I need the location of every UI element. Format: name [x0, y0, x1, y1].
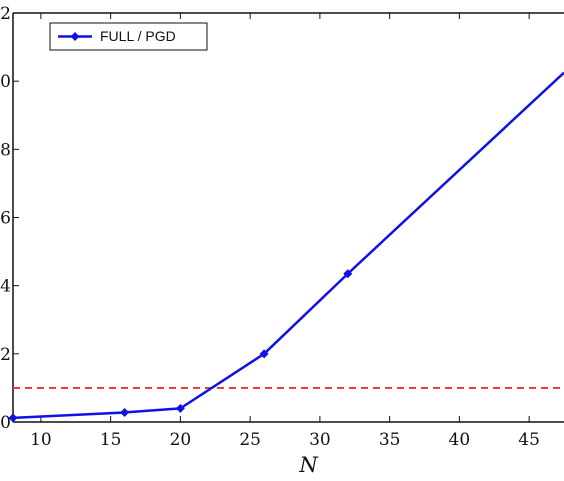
data-point-marker: [175, 403, 185, 413]
y-tick-label: 4: [0, 277, 11, 297]
legend-marker-diamond-icon: [70, 32, 80, 41]
x-tick-label: 20: [170, 430, 192, 450]
plot-area: [12, 12, 564, 423]
y-tick-label: 10: [0, 72, 11, 92]
y-tick-label: 2: [0, 345, 11, 365]
data-point-marker: [343, 269, 353, 279]
legend-label: FULL / PGD: [100, 28, 176, 44]
y-tick-label: 12: [0, 4, 11, 24]
y-tick-label: 6: [0, 209, 11, 229]
y-tick-label: 8: [0, 140, 11, 160]
data-point-marker: [8, 413, 18, 423]
x-tick-label: 30: [309, 430, 331, 450]
legend: FULL / PGD: [49, 22, 208, 51]
x-axis-ticks: 10 15 20 25 30 35 40 45: [30, 13, 540, 450]
data-point-marker: [259, 349, 269, 359]
x-axis-title: N: [298, 453, 318, 477]
x-tick-label: 45: [518, 430, 540, 450]
y-axis-ticks: 0 2 4 6 8 10 12: [0, 4, 19, 433]
series-layer: [8, 71, 564, 423]
data-point-marker: [120, 407, 130, 417]
x-tick-label: 35: [379, 430, 401, 450]
x-tick-label: 25: [239, 430, 261, 450]
x-tick-label: 10: [30, 430, 52, 450]
y-tick-label: 0: [0, 413, 11, 433]
series-line: [12, 71, 564, 420]
x-tick-label: 40: [449, 430, 471, 450]
x-tick-label: 15: [100, 430, 122, 450]
